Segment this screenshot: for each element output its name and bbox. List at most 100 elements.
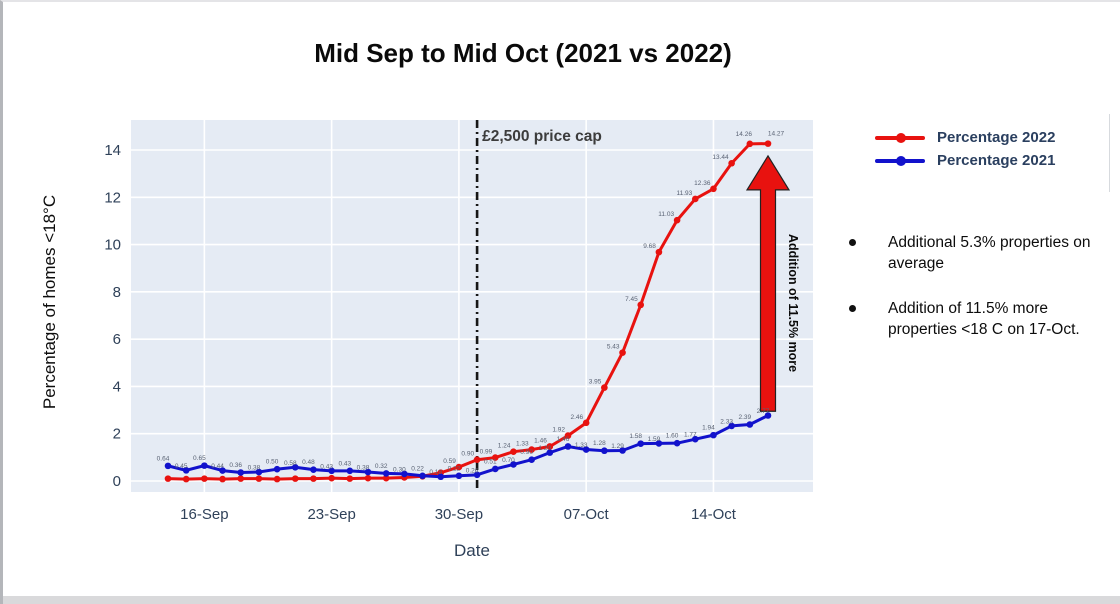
data-point-label: 1.59 (648, 436, 661, 443)
data-point (401, 470, 408, 478)
data-point-label: 3.95 (589, 379, 602, 386)
data-point-label: 0.51 (484, 458, 497, 465)
data-point (219, 467, 226, 474)
data-point-label: 1.29 (611, 443, 624, 450)
data-point-label: 1.24 (498, 443, 511, 450)
bullet-dot-icon (849, 239, 856, 246)
data-point-label: 0.26 (466, 467, 479, 474)
data-point (564, 432, 572, 439)
data-point (455, 463, 463, 471)
data-point (764, 140, 772, 147)
data-point (473, 471, 481, 479)
data-point-label: 0.36 (229, 462, 242, 469)
data-point (255, 468, 263, 476)
data-point-label: 2.33 (720, 418, 733, 425)
data-point (182, 467, 190, 474)
data-point-label: 0.38 (357, 465, 370, 472)
data-point (164, 462, 172, 470)
data-point-label: 0.30 (393, 466, 406, 473)
data-point-label: 0.48 (302, 459, 315, 466)
data-point (655, 248, 663, 256)
series-line-2021 (167, 414, 769, 479)
data-point-label: 13.44 (712, 154, 729, 161)
data-point-label: 0.32 (375, 463, 388, 470)
data-point-label: 0.22 (448, 465, 461, 472)
data-point-label: 1.46 (557, 436, 570, 443)
data-point-label: 0.64 (157, 455, 170, 462)
frame-bottom-bar (3, 596, 1120, 604)
data-point (219, 475, 226, 483)
data-point-label: 9.68 (643, 243, 656, 250)
data-point-label: 1.20 (538, 445, 551, 452)
data-point (201, 475, 208, 482)
list-item: Additional 5.3% properties on average (849, 232, 1109, 274)
data-point (473, 456, 481, 464)
data-point-label: 0.59 (443, 458, 456, 465)
data-point (437, 473, 445, 481)
data-point-label: 1.33 (516, 441, 529, 448)
data-point-label: 0.99 (480, 449, 493, 456)
data-point (619, 447, 626, 454)
data-point (510, 461, 517, 468)
x-tick-label: 14-Oct (691, 506, 737, 523)
data-point-label: 14.27 (768, 131, 785, 138)
x-tick-label: 30-Sep (435, 506, 483, 523)
data-point (273, 465, 281, 473)
data-point-label: 0.50 (266, 459, 279, 466)
x-tick-label: 23-Sep (307, 506, 355, 523)
data-point (291, 463, 299, 471)
data-point-label: 0.43 (320, 463, 333, 470)
data-point-label: 7.45 (625, 296, 638, 303)
data-point (746, 421, 754, 428)
data-point-label: 0.43 (338, 460, 351, 467)
data-point (328, 474, 335, 482)
y-tick-label: 14 (104, 142, 121, 159)
x-tick-label: 07-Oct (564, 506, 610, 523)
data-point (346, 475, 354, 482)
data-point (582, 419, 590, 427)
legend-line-marker-icon (875, 155, 925, 166)
data-point (491, 465, 499, 473)
data-point (546, 443, 554, 450)
legend-item-2022: Percentage 2022 (875, 126, 1055, 149)
data-point (164, 475, 172, 482)
data-point-label: 1.60 (666, 433, 679, 440)
y-tick-label: 8 (113, 284, 121, 301)
data-point (382, 470, 390, 477)
data-point (291, 475, 299, 482)
bullet-text-average: Additional 5.3% properties on average (888, 234, 1091, 272)
data-point (237, 475, 245, 482)
data-point (691, 195, 699, 203)
data-point (546, 449, 554, 456)
data-point (637, 440, 645, 447)
data-point (673, 439, 681, 447)
frame-edge-line (1109, 114, 1110, 192)
data-point (455, 472, 463, 480)
data-point-label: 0.70 (502, 457, 515, 464)
data-point (328, 467, 335, 475)
data-point-label: 11.93 (676, 190, 692, 197)
y-tick-label: 4 (113, 378, 121, 395)
data-point (310, 475, 317, 482)
legend-line-marker-icon (875, 132, 925, 143)
data-point-label: 11.03 (658, 211, 674, 218)
data-point-label: 2.39 (738, 414, 751, 421)
data-point-label: 0.22 (411, 465, 424, 472)
data-point-label: 1.94 (702, 425, 715, 432)
data-point (364, 474, 372, 482)
data-point (273, 475, 281, 483)
y-tick-label: 12 (104, 189, 121, 206)
data-point (255, 475, 263, 482)
y-tick-label: 6 (113, 331, 121, 348)
legend-label-2022: Percentage 2022 (937, 129, 1056, 146)
data-point-label: 0.90 (461, 451, 474, 458)
growth-arrow-icon (745, 154, 791, 412)
legend-label-2021: Percentage 2021 (937, 152, 1056, 169)
data-point-label: 14.26 (736, 131, 753, 138)
growth-arrow-label: Addition of 11.5% more (786, 234, 800, 372)
data-point-label: 2.77 (757, 408, 770, 415)
data-point (528, 456, 535, 464)
data-point-label: 2.46 (571, 414, 584, 421)
y-axis-label: Percentage of homes <18°C (40, 195, 59, 409)
